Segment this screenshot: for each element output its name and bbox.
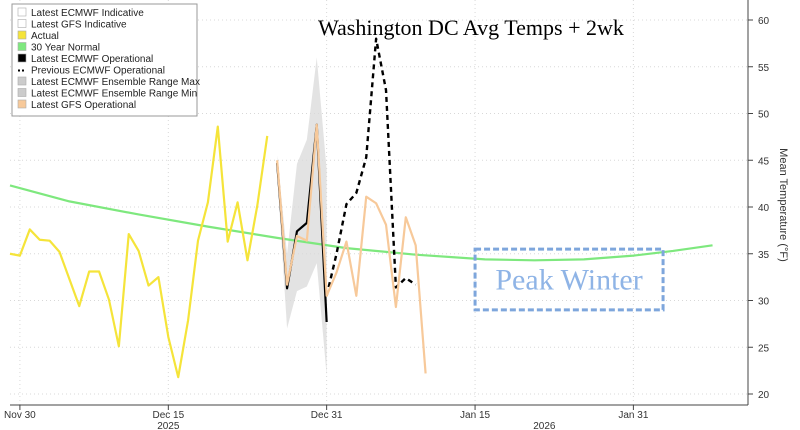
annotation-layer: Peak Winter bbox=[473, 247, 665, 312]
y-tick-label: 35 bbox=[758, 250, 770, 261]
x-year-label: 2026 bbox=[533, 421, 556, 430]
y-tick-layer: 20 25 30 35 40 45 50 55 60 bbox=[748, 16, 770, 401]
actual-line bbox=[9, 125, 269, 379]
y-tick-label: 40 bbox=[758, 203, 770, 214]
x-tick-label: Jan 31 bbox=[618, 410, 648, 421]
y-tick-label: 60 bbox=[758, 16, 770, 27]
y-tick-label: 45 bbox=[758, 156, 770, 167]
legend-swatch bbox=[17, 42, 27, 51]
legend-swatch bbox=[17, 88, 27, 97]
x-tick-layer: Nov 30 Dec 15 Dec 31 Jan 15 Jan 31 2025 2026 bbox=[4, 405, 649, 430]
legend-label: 30 Year Normal bbox=[31, 43, 100, 54]
ensemble-band-layer bbox=[277, 57, 327, 376]
legend-label: Latest ECMWF Operational bbox=[31, 54, 153, 65]
legend-swatch bbox=[17, 19, 27, 28]
legend-label: Latest ECMWF Ensemble Range Min bbox=[31, 89, 197, 100]
y-tick-label: 55 bbox=[758, 63, 770, 74]
x-year-label: 2025 bbox=[157, 421, 180, 430]
y-axis-label: Mean Temperature (°F) bbox=[777, 148, 789, 262]
axis-layer bbox=[10, 0, 749, 406]
legend-swatch bbox=[17, 30, 27, 40]
latest-gfs-operational-line bbox=[276, 123, 427, 374]
legend-label: Latest ECMWF Indicative bbox=[31, 8, 144, 19]
legend-label: Actual bbox=[31, 31, 59, 42]
series-layer bbox=[9, 37, 713, 379]
chart-title: Washington DC Avg Temps + 2wk bbox=[318, 15, 624, 40]
legend-label: Previous ECMWF Operational bbox=[31, 66, 165, 77]
legend-swatch bbox=[17, 99, 27, 109]
x-tick-label: Nov 30 bbox=[4, 410, 36, 421]
legend-swatch bbox=[17, 76, 27, 86]
legend-box bbox=[11, 3, 198, 117]
peak-winter-label: Peak Winter bbox=[495, 263, 642, 296]
latest-ecmwf-ensemble-range-band bbox=[277, 57, 327, 376]
x-tick-label: Jan 15 bbox=[460, 410, 490, 421]
y-tick-label: 30 bbox=[758, 297, 770, 308]
legend-swatch bbox=[17, 53, 27, 63]
legend-label: Latest GFS Operational bbox=[31, 100, 136, 111]
legend-label: Latest ECMWF Ensemble Range Max bbox=[31, 77, 200, 88]
y-tick-label: 25 bbox=[758, 343, 770, 354]
legend-label: Latest GFS Indicative bbox=[31, 20, 127, 31]
y-tick-label: 20 bbox=[758, 390, 770, 401]
legend-swatch bbox=[17, 7, 27, 17]
y-tick-label: 50 bbox=[758, 110, 770, 121]
x-tick-label: Dec 31 bbox=[311, 410, 343, 421]
peak-winter-box bbox=[473, 247, 665, 312]
x-tick-label: Dec 15 bbox=[152, 410, 184, 421]
